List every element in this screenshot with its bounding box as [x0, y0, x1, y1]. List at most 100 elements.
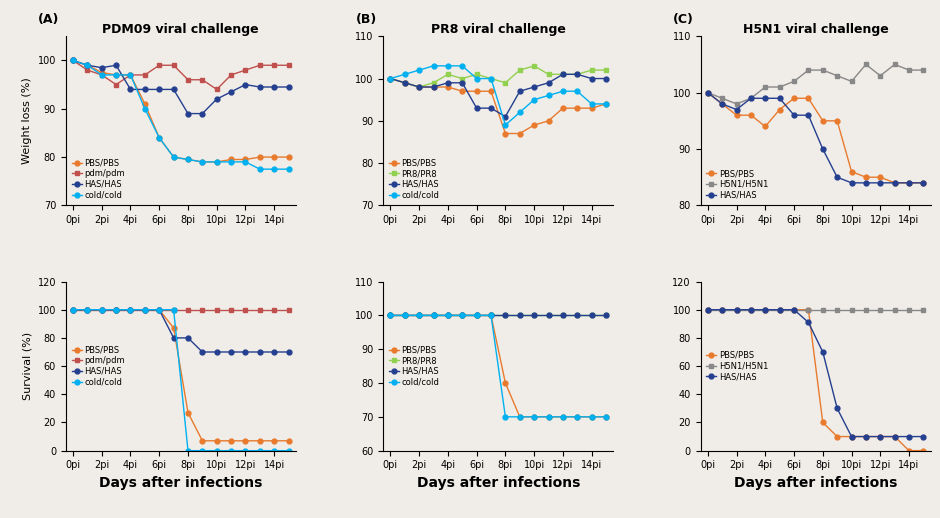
Line: HAS/HAS: HAS/HAS	[70, 58, 291, 116]
HAS/HAS	[82, 62, 93, 68]
H5N1/H5N1	[731, 101, 743, 107]
PBS/PBS	[774, 106, 785, 112]
Line: cold/cold: cold/cold	[388, 63, 608, 127]
HAS/HAS	[182, 335, 194, 341]
PBS/PBS	[414, 84, 425, 90]
cold/cold	[457, 63, 468, 69]
cold/cold	[557, 414, 569, 420]
HAS/HAS	[196, 349, 208, 355]
PR8/PR8	[471, 312, 482, 319]
HAS/HAS	[111, 62, 122, 68]
H5N1/H5N1	[803, 67, 814, 73]
PBS/PBS	[111, 72, 122, 78]
PBS/PBS	[745, 307, 757, 313]
PBS/PBS	[269, 154, 280, 160]
PR8/PR8	[500, 312, 511, 319]
Line: H5N1/H5N1: H5N1/H5N1	[705, 62, 926, 106]
pdm/pdm	[196, 77, 208, 83]
cold/cold	[414, 312, 425, 319]
pdm/pdm	[82, 307, 93, 313]
HAS/HAS	[903, 180, 915, 186]
pdm/pdm	[212, 87, 223, 93]
PBS/PBS	[774, 307, 785, 313]
PBS/PBS	[125, 307, 136, 313]
HAS/HAS	[572, 312, 583, 319]
PBS/PBS	[457, 312, 468, 319]
PBS/PBS	[212, 438, 223, 444]
PR8/PR8	[485, 312, 496, 319]
cold/cold	[557, 88, 569, 94]
PBS/PBS	[269, 438, 280, 444]
cold/cold	[543, 92, 555, 98]
cold/cold	[125, 72, 136, 78]
HAS/HAS	[457, 312, 468, 319]
HAS/HAS	[514, 312, 525, 319]
HAS/HAS	[139, 307, 150, 313]
PBS/PBS	[601, 414, 612, 420]
PR8/PR8	[514, 67, 525, 73]
HAS/HAS	[774, 95, 785, 102]
HAS/HAS	[125, 307, 136, 313]
cold/cold	[182, 448, 194, 454]
cold/cold	[428, 63, 439, 69]
PBS/PBS	[500, 380, 511, 386]
PBS/PBS	[514, 131, 525, 137]
cold/cold	[254, 166, 265, 172]
PBS/PBS	[471, 312, 482, 319]
cold/cold	[572, 414, 583, 420]
PBS/PBS	[442, 84, 453, 90]
PBS/PBS	[139, 307, 150, 313]
HAS/HAS	[832, 405, 843, 411]
cold/cold	[139, 106, 150, 112]
PBS/PBS	[817, 420, 828, 426]
Legend: PBS/PBS, H5N1/H5N1, HAS/HAS: PBS/PBS, H5N1/H5N1, HAS/HAS	[705, 167, 770, 201]
PBS/PBS	[860, 174, 871, 180]
PBS/PBS	[543, 414, 555, 420]
H5N1/H5N1	[760, 84, 771, 90]
pdm/pdm	[139, 307, 150, 313]
Legend: PBS/PBS, PR8/PR8, HAS/HAS, cold/cold: PBS/PBS, PR8/PR8, HAS/HAS, cold/cold	[387, 344, 441, 388]
HAS/HAS	[716, 307, 728, 313]
HAS/HAS	[716, 101, 728, 107]
PR8/PR8	[528, 63, 540, 69]
Line: PR8/PR8: PR8/PR8	[388, 313, 608, 318]
PBS/PBS	[557, 105, 569, 111]
PR8/PR8	[572, 71, 583, 77]
HAS/HAS	[731, 307, 743, 313]
HAS/HAS	[789, 112, 800, 118]
pdm/pdm	[153, 62, 164, 68]
PR8/PR8	[601, 312, 612, 319]
PBS/PBS	[283, 154, 294, 160]
cold/cold	[601, 414, 612, 420]
PBS/PBS	[153, 307, 164, 313]
Legend: PBS/PBS, PR8/PR8, HAS/HAS, cold/cold: PBS/PBS, PR8/PR8, HAS/HAS, cold/cold	[387, 157, 441, 201]
HAS/HAS	[601, 312, 612, 319]
H5N1/H5N1	[846, 307, 857, 313]
HAS/HAS	[153, 307, 164, 313]
cold/cold	[68, 307, 79, 313]
HAS/HAS	[168, 87, 180, 93]
cold/cold	[96, 72, 107, 78]
PBS/PBS	[428, 84, 439, 90]
PBS/PBS	[889, 180, 901, 186]
H5N1/H5N1	[874, 73, 885, 79]
cold/cold	[226, 448, 237, 454]
H5N1/H5N1	[702, 90, 713, 96]
Line: PBS/PBS: PBS/PBS	[705, 307, 926, 453]
HAS/HAS	[528, 84, 540, 90]
HAS/HAS	[543, 312, 555, 319]
PR8/PR8	[601, 67, 612, 73]
HAS/HAS	[760, 95, 771, 102]
cold/cold	[400, 312, 411, 319]
PR8/PR8	[442, 312, 453, 319]
H5N1/H5N1	[860, 61, 871, 67]
pdm/pdm	[196, 307, 208, 313]
Legend: PBS/PBS, pdm/pdm, HAS/HAS, cold/cold: PBS/PBS, pdm/pdm, HAS/HAS, cold/cold	[70, 157, 126, 201]
PBS/PBS	[832, 118, 843, 124]
PR8/PR8	[414, 312, 425, 319]
cold/cold	[471, 312, 482, 319]
PBS/PBS	[543, 118, 555, 124]
PR8/PR8	[457, 76, 468, 82]
H5N1/H5N1	[731, 307, 743, 313]
H5N1/H5N1	[832, 307, 843, 313]
